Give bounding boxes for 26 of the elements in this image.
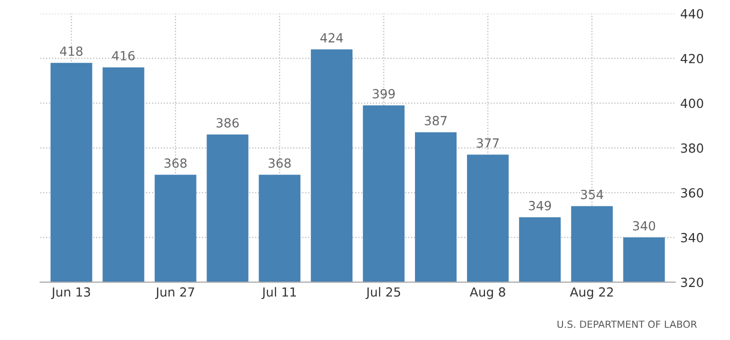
y-tick-label: 440: [680, 9, 704, 19]
data-label: 399: [372, 89, 395, 98]
text: U.S. DEPARTMENT OF LABOR: [558, 320, 697, 328]
x-tick-label: Jun 13: [51, 287, 90, 300]
data-label: 418: [60, 46, 82, 56]
y-tick-label: 320: [681, 278, 704, 288]
data-label: 416: [112, 50, 135, 60]
data-label: 368: [268, 158, 291, 168]
y-tick-label: 360: [681, 188, 704, 198]
x-tick-label: Aug 22: [570, 287, 613, 300]
data-label: 349: [528, 200, 551, 210]
y-tick-label: 380: [681, 143, 704, 153]
data-label: 377: [476, 138, 499, 148]
x-tick-label: Jun 27: [155, 287, 194, 300]
data-label: 424: [320, 33, 343, 42]
y-tick-label: 340: [681, 232, 704, 242]
data-label: 340: [633, 221, 656, 231]
y-tick-label: 400: [680, 98, 704, 108]
x-tick-label: Jul 11: [261, 287, 296, 300]
x-tick-label: Aug 8: [470, 287, 506, 300]
data-label: 386: [216, 118, 239, 128]
data-label: 368: [164, 158, 187, 168]
data-label: 354: [580, 190, 604, 200]
data-label: 387: [424, 116, 447, 126]
x-tick-label: Jul 25: [366, 287, 400, 300]
y-tick-label: 420: [680, 54, 704, 64]
